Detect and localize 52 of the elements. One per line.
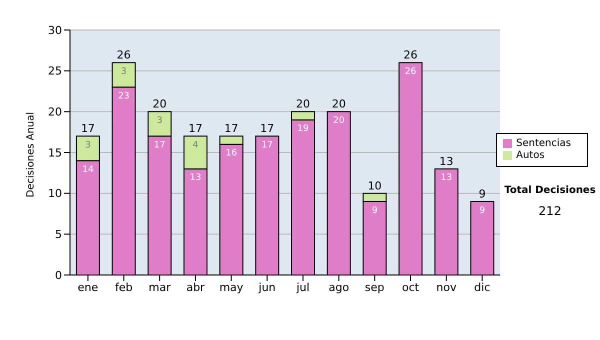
data-label: 14: [82, 165, 94, 176]
total-label: 20: [296, 98, 310, 111]
total-label: 10: [368, 179, 382, 192]
x-tick-label: abr: [186, 280, 206, 294]
x-tick-label: mar: [148, 280, 172, 294]
data-label: 3: [85, 140, 91, 151]
total-label: 17: [260, 122, 274, 136]
data-label: 4: [192, 140, 199, 151]
x-tick-label: nov: [436, 280, 457, 294]
data-label: 26: [404, 67, 417, 78]
y-tick-label: 15: [48, 146, 62, 160]
x-tick-label: may: [219, 280, 244, 294]
y-axis-title: Decisiones Anual: [26, 112, 37, 198]
y-tick-label: 20: [48, 106, 62, 119]
total-label: 17: [188, 122, 202, 136]
x-tick-label: dic: [474, 280, 490, 294]
x-tick-label: jun: [258, 280, 276, 294]
data-label: 19: [297, 124, 310, 134]
data-label: 13: [190, 173, 202, 184]
total-label: 26: [404, 48, 418, 62]
text: 212: [538, 204, 562, 218]
data-label: 17: [261, 140, 273, 151]
x-tick-label: ago: [328, 280, 350, 294]
data-label: 20: [333, 116, 345, 126]
x-tick-label: feb: [114, 280, 133, 294]
data-label: 3: [120, 67, 127, 78]
total-label: 17: [224, 122, 238, 136]
total-label: 9: [478, 188, 486, 200]
data-label: 16: [226, 148, 238, 159]
data-label: 17: [154, 140, 166, 151]
total-label: 20: [332, 98, 346, 111]
data-label: 9: [372, 206, 378, 216]
total-label: 26: [116, 48, 131, 62]
x-tick-label: sep: [364, 280, 384, 294]
total-label: 13: [439, 154, 454, 168]
y-tick-label: 30: [48, 24, 62, 37]
data-label: 13: [440, 173, 452, 184]
legend-label: Sentencias: [516, 138, 571, 149]
x-tick-label: jul: [295, 280, 310, 294]
legend-label: Autos: [516, 150, 545, 161]
y-tick-label: 0: [55, 268, 62, 282]
total-label: 17: [80, 122, 95, 136]
x-tick-label: oct: [402, 280, 420, 294]
y-tick-label: 5: [55, 228, 62, 242]
data-label: 3: [156, 116, 163, 126]
data-label: 9: [479, 206, 486, 216]
x-tick-label: ene: [78, 280, 98, 294]
y-tick-label: 25: [48, 64, 62, 78]
text: Total Decisiones: [503, 185, 597, 196]
y-tick-label: 10: [48, 187, 62, 200]
total-label: 20: [152, 98, 167, 111]
data-label: 23: [118, 92, 130, 102]
